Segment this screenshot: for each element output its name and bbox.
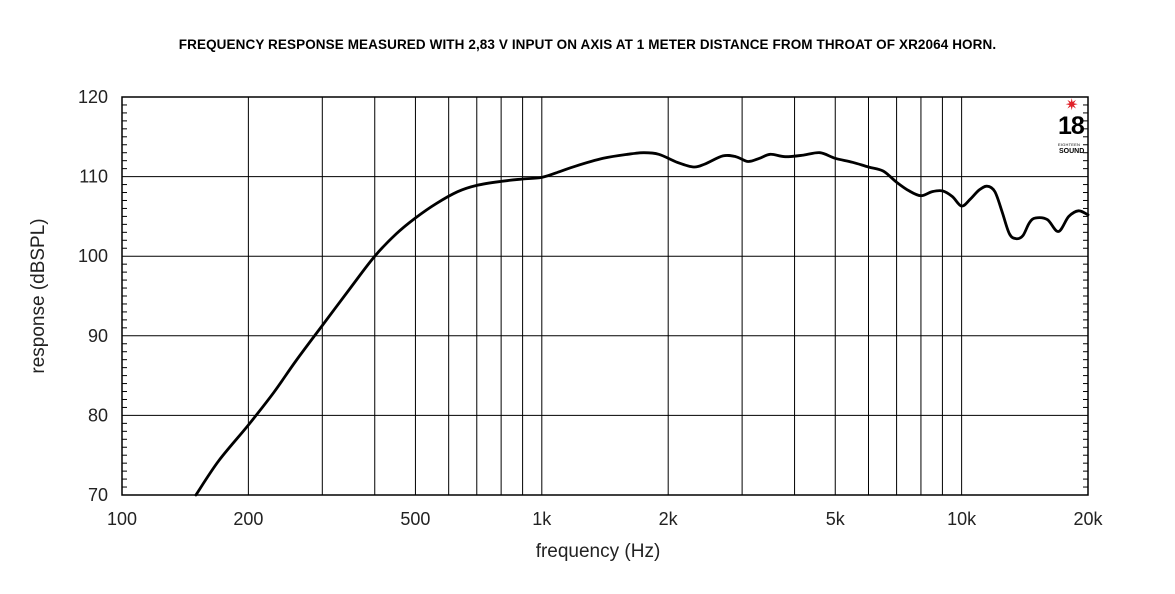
y-tick-label: 120: [78, 87, 108, 107]
x-tick-labels: 100 200 500 1k 2k 5k 10k 20k: [107, 509, 1104, 529]
logo-word: SOUND: [1059, 148, 1085, 155]
x-axis-label: frequency (Hz): [536, 541, 661, 562]
star-icon: ✷: [1065, 95, 1079, 114]
logo-subtext: EIGHTEEN: [1058, 142, 1081, 147]
x-tick-label: 500: [400, 509, 430, 529]
response-curve: [194, 151, 1090, 497]
vertical-grid: [247, 97, 963, 495]
x-tick-label: 2k: [659, 509, 679, 529]
y-tick-label: 90: [88, 326, 108, 346]
y-tick-labels: 70 80 90 100 110 120: [78, 87, 108, 505]
y-tick-label: 70: [88, 485, 108, 505]
eighteen-sound-logo: ✷ 18 EIGHTEEN SOUND: [1056, 95, 1088, 162]
plot-frame: [121, 96, 1089, 496]
y-tick-label: 110: [79, 167, 108, 187]
minor-ticks: [122, 104, 1088, 488]
x-tick-label: 100: [107, 509, 137, 529]
y-tick-label: 80: [88, 405, 108, 425]
logo-number: 18: [1058, 112, 1085, 140]
x-tick-label: 5k: [826, 509, 846, 529]
y-axis-label: response (dBSPL): [28, 218, 49, 373]
x-tick-label: 20k: [1073, 509, 1103, 529]
x-tick-label: 1k: [532, 509, 552, 529]
horizontal-grid: [122, 176, 1088, 416]
x-tick-label: 10k: [947, 509, 977, 529]
y-tick-label: 100: [78, 246, 108, 266]
chart-title: FREQUENCY RESPONSE MEASURED WITH 2,83 V …: [178, 37, 997, 52]
x-tick-label: 200: [233, 509, 263, 529]
